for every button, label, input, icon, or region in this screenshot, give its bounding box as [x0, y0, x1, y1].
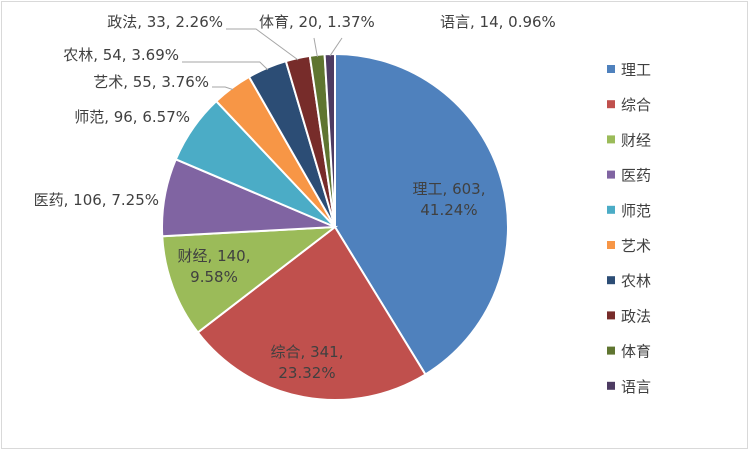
data-label-8: 政法, 33, 2.26%	[107, 13, 223, 31]
legend-swatch-7	[607, 276, 615, 285]
legend-swatch-3	[607, 135, 615, 144]
data-labels: 理工, 603, 41.24% 综合, 341, 23.32% 财经, 140, 9.58…	[34, 13, 556, 382]
legend-label-10: 语言	[621, 378, 651, 396]
legend-swatch-9	[607, 346, 615, 355]
pie-slices	[161, 52, 509, 402]
pie-slice-3	[161, 225, 339, 334]
leader-line-10	[329, 37, 343, 57]
leader-line-9	[313, 37, 318, 57]
leader-line-7	[182, 61, 269, 71]
data-label-4: 医药, 106, 7.25%	[34, 191, 159, 209]
leader-line-8	[226, 28, 299, 61]
legend-label-3: 财经	[621, 131, 651, 149]
data-label-2: 综合, 341, 23.32%	[271, 343, 344, 382]
legend-swatch-6	[607, 241, 615, 249]
data-label-10: 语言, 14, 0.96%	[440, 13, 556, 31]
legend-swatch-1	[607, 65, 615, 73]
legend-swatch-8	[607, 311, 615, 320]
legend-label-6: 艺术	[621, 237, 651, 255]
legend-label-4: 医药	[621, 167, 651, 185]
legend-swatch-10	[607, 381, 615, 390]
legend-label-9: 体育	[621, 343, 651, 361]
legend-label-2: 综合	[621, 96, 651, 114]
legend-swatch-4	[607, 170, 615, 179]
leader-lines	[182, 28, 343, 91]
data-label-6: 艺术, 55, 3.76%	[93, 73, 209, 91]
pie-slice-2	[196, 225, 427, 402]
legend-swatch-5	[607, 205, 615, 214]
data-label-1: 理工, 603, 41.24%	[413, 180, 486, 219]
leader-line-6	[212, 86, 234, 91]
data-label-9: 体育, 20, 1.37%	[259, 13, 375, 31]
pie-slice-10	[323, 52, 336, 228]
data-label-5: 师范, 96, 6.57%	[74, 108, 190, 126]
legend-label-8: 政法	[621, 307, 651, 325]
legend-label-5: 师范	[621, 202, 651, 220]
legend-label-1: 理工	[621, 61, 651, 79]
data-label-3: 财经, 140, 9.58%	[178, 247, 251, 286]
data-label-7: 农林, 54, 3.69%	[63, 46, 179, 64]
legend-label-7: 农林	[621, 272, 651, 290]
pie-slice-1	[334, 52, 509, 376]
legend-swatch-2	[607, 100, 615, 109]
